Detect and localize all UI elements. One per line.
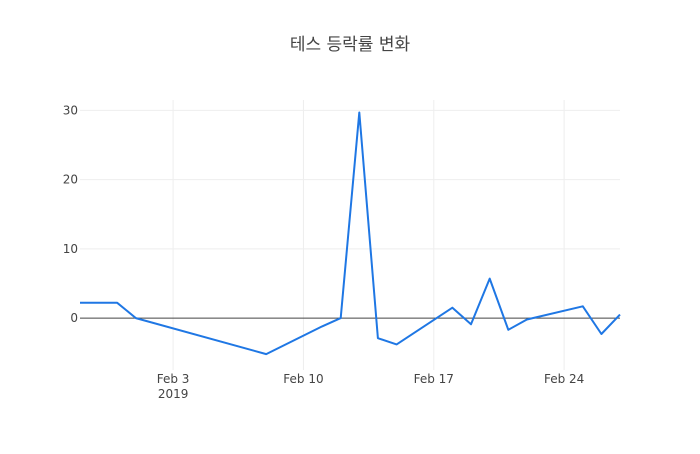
y-tick-label: 10 — [63, 242, 78, 256]
y-axis-ticks: 0 10 20 30 — [63, 103, 78, 325]
x-tick-label: Feb 17 — [414, 372, 454, 386]
y-tick-label: 20 — [63, 173, 78, 187]
x-tick-label: Feb 10 — [283, 372, 323, 386]
x-tick-label: Feb 24 — [544, 372, 584, 386]
series-line — [80, 111, 621, 356]
chart-title: 테스 등락률 변화 — [290, 35, 411, 55]
grid-lines — [80, 100, 620, 370]
y-tick-label: 0 — [70, 311, 78, 325]
y-tick-label: 30 — [63, 103, 78, 117]
series-layer — [80, 111, 621, 356]
x-tick-year-label: 2019 — [158, 387, 189, 401]
x-tick-label: Feb 3 — [157, 372, 190, 386]
